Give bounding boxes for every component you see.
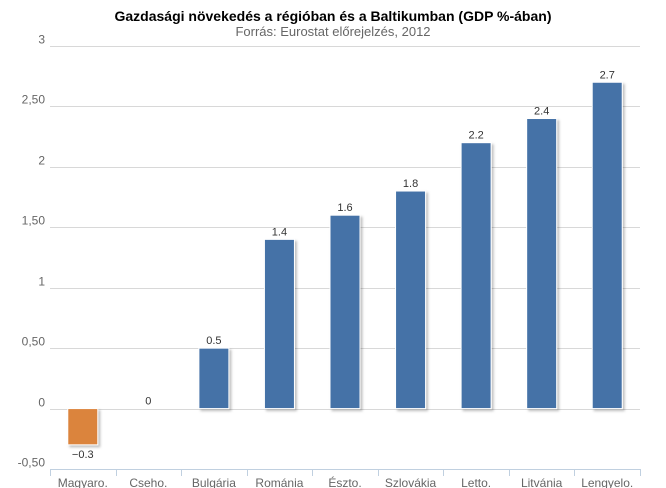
x-tick-label: Litvánia	[521, 476, 563, 488]
y-tick-label: 1	[38, 275, 45, 289]
data-label: 2.7	[600, 69, 615, 81]
y-tick-label: 2,50	[22, 93, 46, 107]
x-tick-label: Lengyelo.	[581, 476, 633, 488]
x-tick-label: Cseho.	[129, 476, 167, 488]
x-tick-label: Letto.	[461, 476, 491, 488]
y-tick-label: 2	[38, 154, 45, 168]
bar-Szlovákia[interactable]	[395, 190, 427, 410]
data-label: 2.2	[468, 130, 483, 142]
bar-Románia[interactable]	[263, 238, 295, 410]
x-tick-label: Bulgária	[192, 476, 236, 488]
chart-title: Gazdasági növekedés a régióban és a Balt…	[114, 8, 552, 24]
y-tick-label: 0	[38, 396, 45, 410]
x-tick-label: Szlovákia	[385, 476, 437, 488]
x-tick-label: Magyaro.	[58, 476, 108, 488]
data-label: 0	[145, 396, 151, 408]
bar-Lengyelo.[interactable]	[591, 81, 623, 410]
bar-Bulgária[interactable]	[198, 347, 230, 410]
y-tick-label: 0,50	[22, 335, 46, 349]
data-label: 2.4	[534, 106, 549, 118]
bar-Litvánia[interactable]	[526, 118, 558, 410]
data-label: 0.5	[206, 335, 221, 347]
x-tick-label: Románia	[255, 476, 303, 488]
axes: -0,50 0 0,50 1 1,50 2 2,50 3 Magyaro. Cseho. Bulgá…	[18, 33, 641, 488]
bars	[67, 81, 623, 446]
bar-Magyaro.[interactable]	[67, 408, 99, 446]
data-label: 1.6	[337, 202, 352, 214]
bar-Észto.[interactable]	[329, 214, 361, 410]
x-tick-label: Észto.	[328, 475, 361, 488]
data-label: −0.3	[72, 449, 94, 461]
data-label: 1.4	[272, 226, 287, 238]
data-labels: −0.3 0 0.5 1.4 1.6 1.8 2.2 2.4 2.7	[72, 69, 615, 461]
y-tick-label: 1,50	[22, 214, 46, 228]
data-label: 1.8	[403, 178, 418, 190]
bar-Letto.[interactable]	[460, 142, 492, 410]
chart-subtitle: Forrás: Eurostat előrejelzés, 2012	[235, 24, 431, 39]
y-tick-label: -0,50	[18, 456, 46, 470]
y-tick-label: 3	[38, 33, 45, 47]
